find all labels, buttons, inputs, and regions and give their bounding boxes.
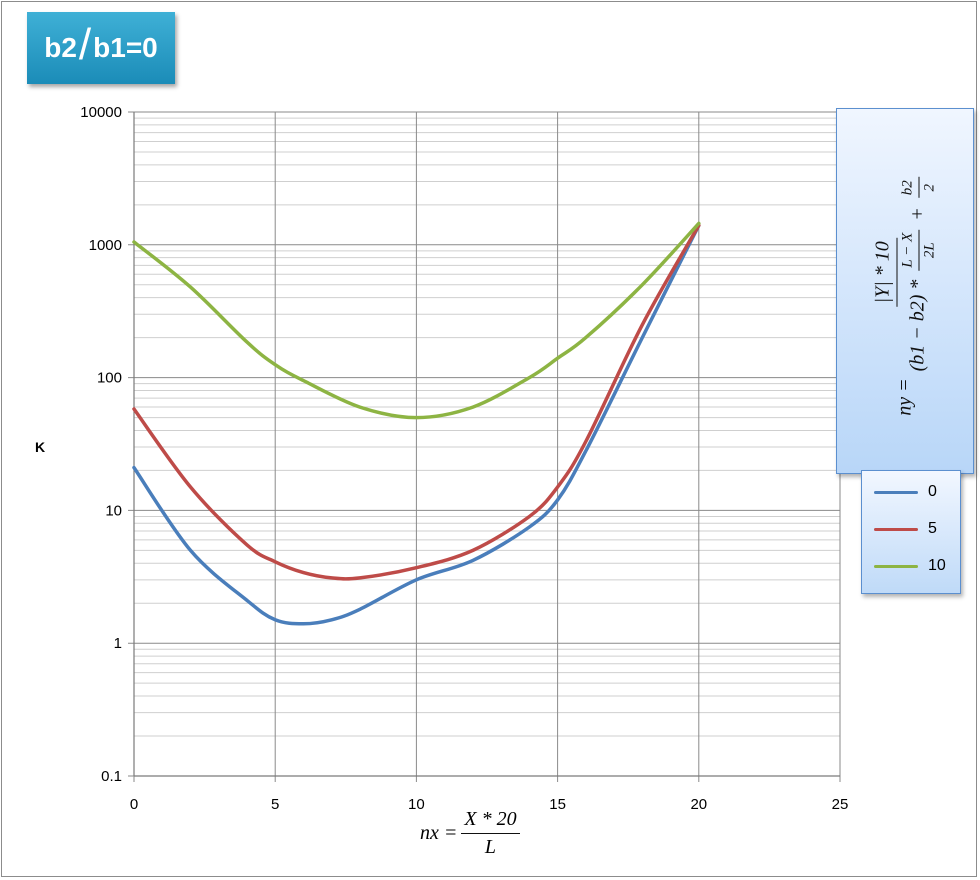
y-tick-label: 1000 [89, 237, 122, 254]
badge-denominator: b1=0 [93, 32, 158, 63]
badge-slash: / [78, 20, 92, 69]
legend-swatch-0 [874, 490, 918, 494]
x-tick-label: 0 [130, 796, 138, 813]
x-tick-label: 20 [690, 796, 707, 813]
y-tick-label: 1 [114, 635, 122, 652]
x-tick-label: 5 [271, 796, 279, 813]
y-axis-label: K [35, 439, 45, 455]
formula-half-denominator: 2 [921, 183, 938, 192]
y-tick-label: 100 [97, 370, 122, 387]
legend-swatch-5 [874, 527, 918, 531]
y-tick-label: 0.1 [101, 768, 122, 785]
formula-inner-denominator: 2L [921, 242, 938, 259]
legend-item-10: 10 [874, 557, 946, 575]
x-tick-labels: 0 5 10 15 20 25 [130, 796, 849, 813]
badge-numerator: b2 [44, 32, 77, 63]
formula-half-numerator: b2 [899, 177, 920, 199]
x-formula-numerator: X * 20 [461, 808, 520, 834]
x-formula-fraction: X * 20 L [461, 808, 520, 859]
series-line-5 [132, 223, 701, 581]
formula-plus: + [906, 207, 929, 221]
title-badge: b2 / b1=0 [27, 12, 175, 84]
formula-den-prefix: (b1 − b2) * [906, 279, 929, 372]
series-lines [132, 221, 701, 626]
x-tick-label: 10 [408, 796, 425, 813]
formula-lhs: ny = [893, 378, 916, 416]
x-formula-lhs: nx = [420, 822, 458, 844]
legend-label-10: 10 [928, 557, 946, 574]
formula-denominator: (b1 − b2) * L − X 2L + b2 2 [898, 170, 939, 374]
legend-item-0: 0 [874, 483, 937, 501]
y-tick-label: 10000 [80, 104, 122, 121]
formula-inner-fraction: L − X 2L [899, 229, 939, 271]
formula-inner-numerator: L − X [899, 229, 920, 271]
x-axis-label: nx = X * 20 L [420, 808, 524, 859]
x-tick-label: 15 [549, 796, 566, 813]
x-formula-denominator: L [484, 836, 497, 858]
axes [133, 112, 840, 777]
x-tick-label: 25 [832, 796, 849, 813]
legend-item-5: 5 [874, 520, 937, 538]
formula-box: ny = |Y| * 10 (b1 − b2) * L − X 2L + b2 … [836, 108, 974, 474]
legend-swatch-10 [874, 564, 918, 568]
formula-half-fraction: b2 2 [899, 177, 939, 199]
formula-main-fraction: |Y| * 10 (b1 − b2) * L − X 2L + b2 2 [871, 170, 939, 374]
ny-formula: ny = |Y| * 10 (b1 − b2) * L − X 2L + b2 … [871, 166, 939, 416]
series-line-10 [132, 221, 701, 420]
y-tick-labels: 0.1 1 10 100 1000 10000 [80, 104, 122, 785]
series-line-0 [132, 223, 701, 626]
minor-gridlines [134, 117, 840, 737]
y-tick-label: 10 [105, 502, 122, 519]
legend-label-5: 5 [928, 520, 937, 537]
formula-numerator: |Y| * 10 [871, 238, 898, 307]
legend: 0 5 10 [861, 470, 961, 594]
legend-label-0: 0 [928, 483, 937, 500]
